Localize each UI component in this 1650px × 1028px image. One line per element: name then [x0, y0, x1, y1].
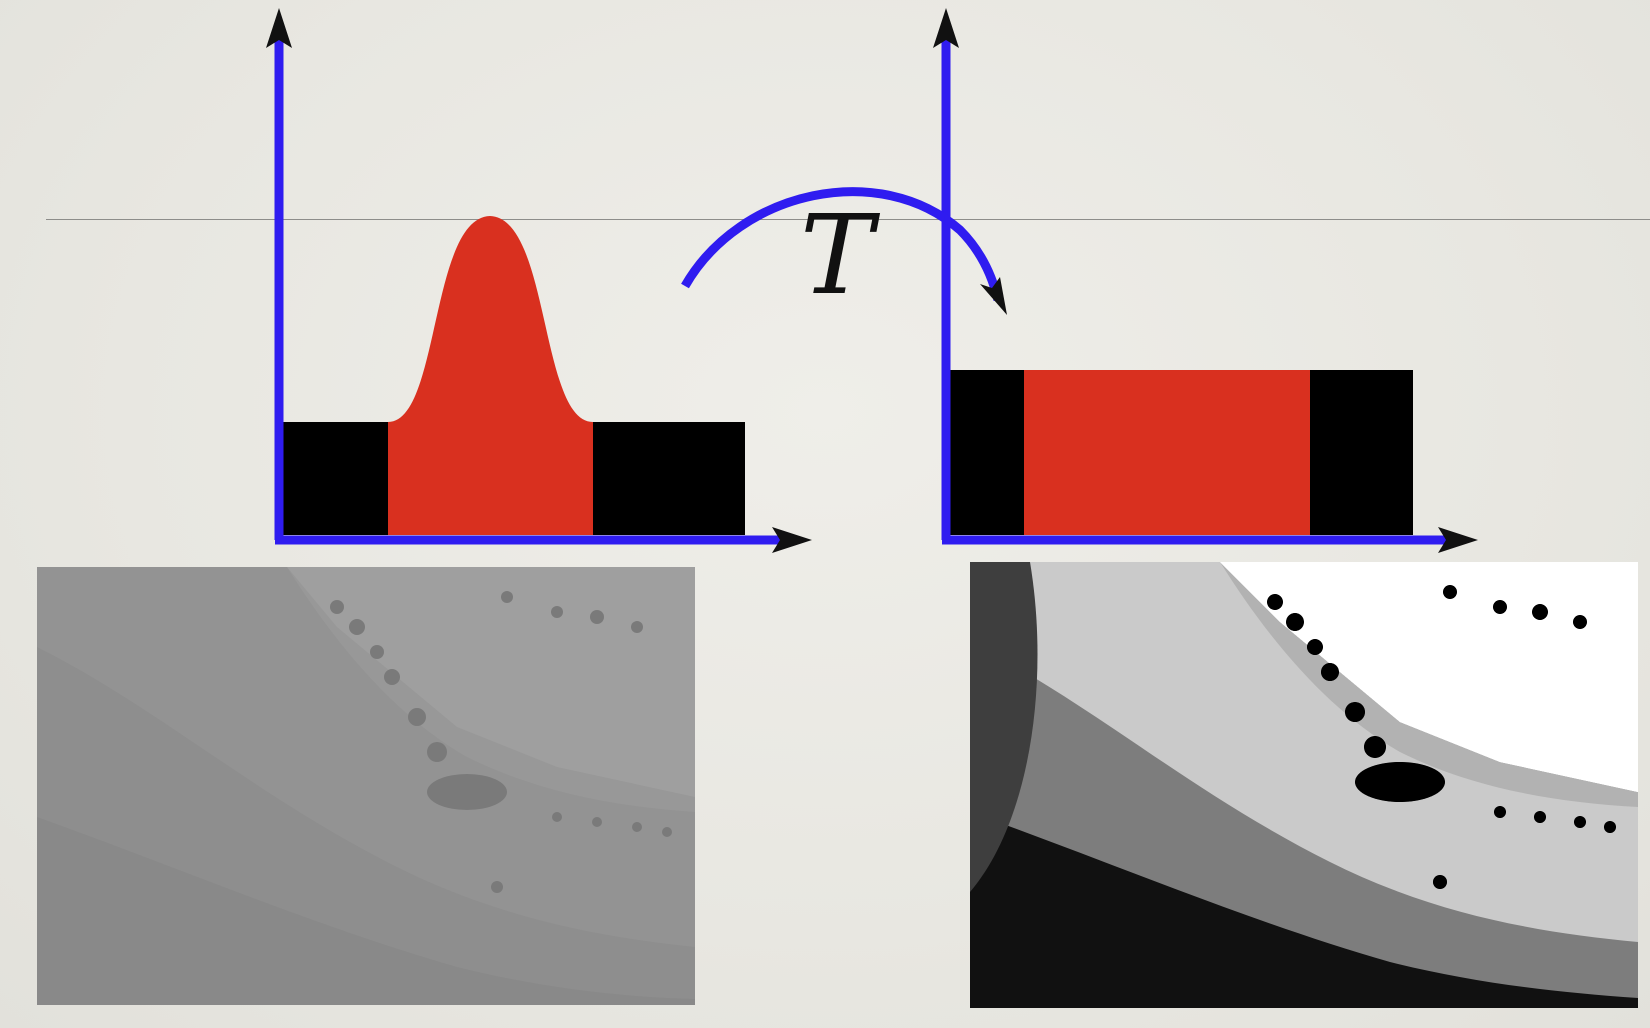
input-histogram-base	[388, 480, 593, 535]
input-y-axis-arrowhead-icon	[266, 8, 292, 48]
input-histogram	[266, 8, 812, 553]
input-x-axis-arrowhead-icon	[772, 527, 812, 553]
landscape-illustration	[970, 562, 1638, 1008]
low-contrast-landscape-image	[37, 567, 695, 1005]
input-histogram-gaussian	[388, 216, 593, 535]
output-histogram	[933, 8, 1478, 553]
landscape-illustration	[37, 567, 695, 1005]
high-contrast-landscape-image	[970, 562, 1638, 1008]
output-histogram-uniform	[1024, 370, 1310, 535]
output-x-axis-arrowhead-icon	[1438, 527, 1478, 553]
curved-arrow-icon	[681, 187, 1007, 315]
output-y-axis-arrowhead-icon	[933, 8, 959, 48]
transform-label: T	[800, 191, 874, 319]
horizontal-rule	[46, 219, 1650, 220]
